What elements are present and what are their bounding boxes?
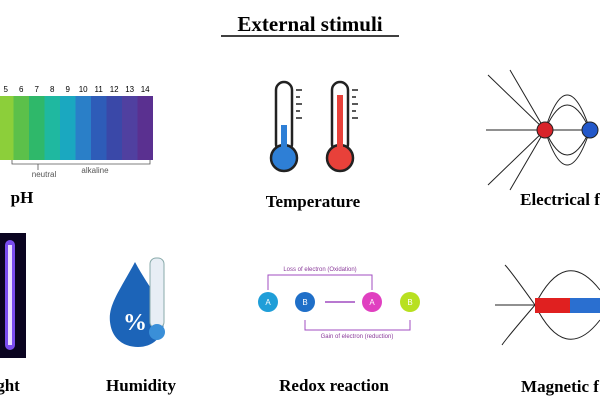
redox-label: Redox reaction bbox=[279, 376, 389, 395]
ph-number: 5 bbox=[3, 85, 8, 94]
humidity-drop bbox=[109, 262, 164, 347]
redox-reduction: Gain of electron (reduction) bbox=[321, 334, 394, 340]
ph-segment bbox=[137, 96, 153, 160]
ph-segment bbox=[122, 96, 138, 160]
ph-number: 6 bbox=[19, 85, 24, 94]
ph-segment bbox=[13, 96, 29, 160]
humidity-bulb bbox=[149, 324, 165, 340]
ph-number: 10 bbox=[79, 85, 88, 94]
redox-b-product: B bbox=[407, 298, 412, 307]
ph-number: 12 bbox=[110, 85, 119, 94]
magnetic-field bbox=[495, 264, 600, 346]
magnetic-label: Magnetic f bbox=[521, 377, 599, 396]
ph-number: 9 bbox=[65, 85, 70, 94]
ph-neutral: neutral bbox=[32, 170, 57, 179]
ph-segment bbox=[44, 96, 60, 160]
electric-field bbox=[486, 69, 599, 191]
thermometers bbox=[269, 80, 358, 173]
ph-alkaline: alkaline bbox=[81, 166, 109, 175]
ph-segment bbox=[106, 96, 122, 160]
electrical-label: Electrical f bbox=[520, 190, 600, 209]
light-label: ght bbox=[0, 376, 20, 395]
ph-bracket bbox=[11, 160, 151, 170]
ph-number: 11 bbox=[95, 85, 104, 94]
ph-number: 7 bbox=[34, 85, 39, 94]
redox-a: A bbox=[265, 298, 271, 307]
ph-number: 14 bbox=[141, 85, 150, 94]
ph-segment bbox=[75, 96, 91, 160]
redox-b: B bbox=[302, 298, 307, 307]
light-glow bbox=[8, 245, 12, 345]
ph-scale: 5 6 7 8 9 10 11 12 13 14 bbox=[0, 85, 153, 160]
humidity-thermometer bbox=[149, 257, 165, 329]
redox-oxidation: Loss of electron (Oxidation) bbox=[283, 267, 356, 273]
magnet-north bbox=[535, 298, 570, 313]
ph-segment bbox=[0, 96, 14, 160]
temperature-label: Temperature bbox=[266, 192, 361, 211]
ph-segment bbox=[29, 96, 45, 160]
title: External stimuli bbox=[237, 12, 382, 36]
ph-segment bbox=[60, 96, 76, 160]
redox-a-product: A bbox=[369, 298, 375, 307]
magnet-south bbox=[570, 298, 600, 313]
humidity-label: Humidity bbox=[106, 376, 176, 395]
ph-segment bbox=[91, 96, 107, 160]
ph-number: 13 bbox=[125, 85, 134, 94]
ph-number: 8 bbox=[50, 85, 55, 94]
humidity-symbol: % bbox=[123, 310, 147, 336]
ph-label: pH bbox=[11, 188, 34, 207]
redox-diagram bbox=[258, 274, 420, 331]
